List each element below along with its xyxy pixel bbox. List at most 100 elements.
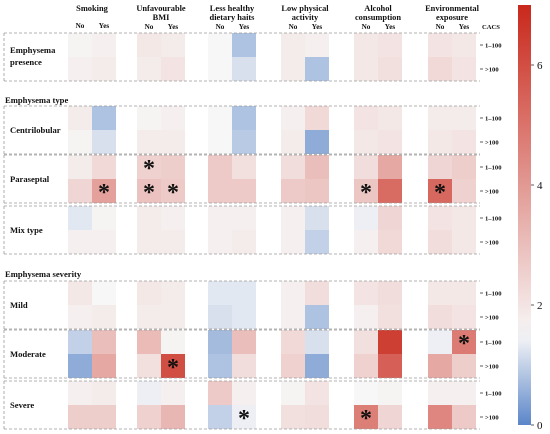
column-label-no: No	[289, 23, 298, 31]
heatmap-cell	[68, 57, 92, 81]
heatmap-cell	[92, 381, 116, 405]
heatmap-cell	[208, 106, 232, 130]
heatmap-cell	[92, 179, 116, 203]
significance-star: *	[238, 406, 250, 432]
heatmap-cell	[354, 281, 378, 305]
heatmap-cell	[281, 230, 305, 254]
cacs-level-label: 1–100	[485, 291, 502, 298]
heatmap-cell	[208, 155, 232, 179]
heatmap-cell	[137, 381, 161, 405]
heatmap-cell	[137, 330, 161, 354]
colorbar-tick-label: 6	[537, 60, 543, 72]
heatmap-cell	[452, 179, 476, 203]
heatmap-cell	[137, 405, 161, 429]
heatmap-cell	[378, 330, 402, 354]
heatmap-cell	[161, 281, 185, 305]
significance-star: *	[458, 331, 470, 357]
heatmap-cell	[281, 354, 305, 378]
heatmap-cell	[305, 330, 329, 354]
column-label-yes: Yes	[385, 23, 396, 31]
heatmap-cell	[354, 130, 378, 154]
heatmap-cell	[281, 179, 305, 203]
group-header-5: Environmental	[425, 4, 479, 13]
heatmap-cell	[92, 33, 116, 57]
heatmap-cell	[208, 330, 232, 354]
heatmap-cell	[428, 281, 452, 305]
heatmap-cell	[68, 206, 92, 230]
cacs-level-label: >100	[485, 415, 499, 422]
heatmap-cell	[378, 230, 402, 254]
heatmap-cell	[208, 206, 232, 230]
heatmap-cell	[68, 354, 92, 378]
heatmap-cell	[92, 330, 116, 354]
heatmap-cell	[232, 106, 256, 130]
heatmap-cell	[137, 354, 161, 378]
heatmap-cell	[232, 354, 256, 378]
heatmap-cell	[92, 106, 116, 130]
heatmap-cell	[305, 381, 329, 405]
significance-star: *	[143, 180, 155, 206]
heatmap-cell	[208, 381, 232, 405]
column-label-yes: Yes	[312, 23, 323, 31]
significance-star: *	[167, 180, 179, 206]
heatmap-cell	[92, 155, 116, 179]
group-header-3: activity	[292, 13, 319, 22]
heatmap-cell	[137, 179, 161, 203]
heatmap-cell	[161, 330, 185, 354]
group-header-0: Smoking	[76, 4, 108, 13]
heatmap-cell	[232, 281, 256, 305]
heatmap-cell	[92, 230, 116, 254]
heatmap-cell	[208, 230, 232, 254]
heatmap-cell	[281, 206, 305, 230]
heatmap-cell	[354, 106, 378, 130]
heatmap-cell	[378, 179, 402, 203]
heatmap-cell	[452, 281, 476, 305]
heatmap-cell	[452, 206, 476, 230]
heatmap-cell	[281, 381, 305, 405]
heatmap-cell	[161, 354, 185, 378]
heatmap-cell	[428, 354, 452, 378]
heatmap-cell	[92, 130, 116, 154]
heatmap-cell	[305, 230, 329, 254]
cacs-level-label: >100	[485, 364, 499, 371]
heatmap-cell	[68, 33, 92, 57]
heatmap-cell	[452, 405, 476, 429]
heatmap-cell	[161, 305, 185, 329]
row-label-0: presence	[10, 57, 42, 67]
cacs-header: CACS	[482, 24, 500, 31]
heatmap-cell	[137, 206, 161, 230]
heatmap-cell	[281, 130, 305, 154]
heatmap-cell	[68, 179, 92, 203]
heatmap-cell	[305, 405, 329, 429]
heatmap-cell	[232, 33, 256, 57]
heatmap-cell	[232, 57, 256, 81]
heatmap-cell	[161, 106, 185, 130]
cacs-level-label: 1–100	[485, 43, 502, 50]
heatmap-cell	[354, 330, 378, 354]
heatmap-cell	[208, 57, 232, 81]
row-label-1: Centrilobular	[10, 125, 61, 135]
heatmap-cell	[378, 381, 402, 405]
column-label-yes: Yes	[99, 22, 110, 30]
heatmap-cell	[232, 405, 256, 429]
heatmap-cell	[354, 155, 378, 179]
heatmap-cell	[428, 130, 452, 154]
heatmap-cell	[305, 179, 329, 203]
row-label-4: Mild	[10, 300, 28, 310]
heatmap-cell	[68, 381, 92, 405]
section-label-type: Emphysema type	[5, 95, 68, 105]
heatmap-cell	[428, 155, 452, 179]
heatmap-cell	[378, 155, 402, 179]
significance-star: *	[360, 406, 372, 432]
cacs-level-label: >100	[485, 315, 499, 322]
colorbar-tick-label: 0	[537, 420, 543, 432]
heatmap-cell	[354, 230, 378, 254]
column-label-no: No	[216, 23, 225, 31]
heatmap-cell	[281, 281, 305, 305]
heatmap-cell	[137, 305, 161, 329]
heatmap-cell	[232, 230, 256, 254]
heatmap-cell	[161, 381, 185, 405]
heatmap-cell	[208, 281, 232, 305]
heatmap-cell	[378, 305, 402, 329]
